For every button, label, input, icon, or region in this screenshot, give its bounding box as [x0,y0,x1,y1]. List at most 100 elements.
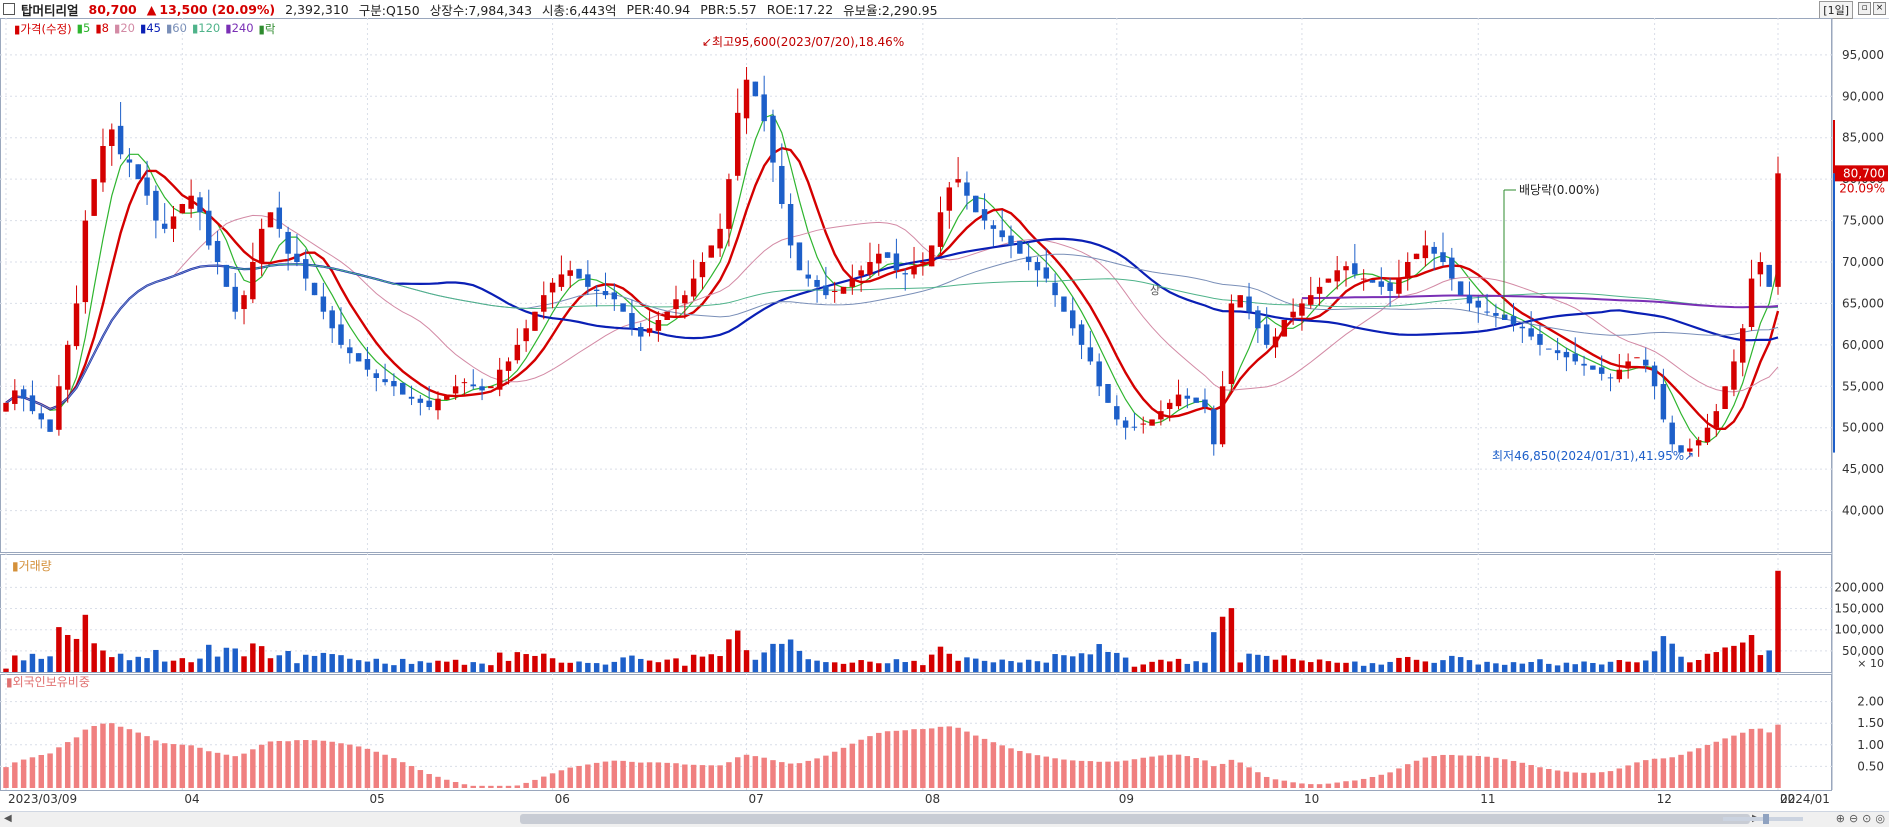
volume-bar[interactable] [770,643,776,672]
volume-bar[interactable] [1519,663,1526,672]
foreign-ratio-bar[interactable] [320,740,327,788]
candle-body[interactable] [417,398,424,403]
foreign-ratio-bar[interactable] [708,765,715,788]
foreign-ratio-bar[interactable] [1766,732,1772,788]
legend-ma-120[interactable]: ▮120 [191,21,221,35]
foreign-ratio-bar[interactable] [1175,754,1182,788]
foreign-ratio-bar[interactable] [743,754,750,788]
select-checkbox[interactable] [3,3,15,15]
foreign-ratio-bar[interactable] [267,741,274,788]
candle-body[interactable] [126,159,133,163]
foreign-ratio-bar[interactable] [1105,761,1111,788]
foreign-ratio-bar[interactable] [82,729,89,788]
candle-body[interactable] [1501,314,1508,320]
foreign-ratio-bar[interactable] [664,762,670,788]
volume-bar[interactable] [708,654,715,672]
volume-bar[interactable] [267,658,274,672]
foreign-ratio-bar[interactable] [1246,767,1252,788]
foreign-ratio-bar[interactable] [876,732,882,788]
foreign-ratio-bar[interactable] [805,760,811,788]
volume-bar[interactable] [1554,665,1561,672]
volume-bar[interactable] [1695,660,1702,672]
candle-body[interactable] [1149,419,1155,426]
candle-body[interactable] [303,259,309,279]
foreign-ratio-bar[interactable] [1343,781,1349,788]
zoom-slider-handle[interactable] [1763,814,1769,824]
volume-bar[interactable] [532,655,538,672]
volume-bar[interactable] [461,664,468,672]
candle-body[interactable] [1378,281,1385,287]
foreign-ratio-bar[interactable] [1422,757,1429,788]
volume-bar[interactable] [1704,653,1711,672]
candle-body[interactable] [928,245,935,267]
foreign-ratio-bar[interactable] [144,736,150,788]
candle-body[interactable] [1528,328,1534,337]
candle-body[interactable] [408,396,415,399]
volume-bar[interactable] [1281,655,1288,672]
foreign-ratio-bar[interactable] [1122,760,1129,788]
volume-bar[interactable] [981,660,988,672]
candle-body[interactable] [320,296,327,312]
candle-body[interactable] [294,253,300,262]
candle-body[interactable] [999,230,1005,238]
candle-body[interactable] [364,359,371,370]
foreign-ratio-bar[interactable] [752,756,759,788]
volume-bar[interactable] [1034,661,1041,672]
foreign-ratio-bar[interactable] [170,744,177,788]
foreign-ratio-bar[interactable] [338,743,344,788]
candle-body[interactable] [1008,235,1014,246]
volume-bar[interactable] [470,662,476,672]
candle-body[interactable] [1740,328,1746,363]
foreign-ratio-bar[interactable] [1228,759,1235,788]
foreign-ratio-bar[interactable] [1634,762,1640,788]
candle-body[interactable] [664,311,670,320]
volume-bar[interactable] [320,652,327,672]
volume-bar[interactable] [646,660,653,672]
candle-body[interactable] [20,389,27,399]
volume-bar[interactable] [329,654,335,672]
candle-body[interactable] [955,179,961,183]
foreign-ratio-bar[interactable] [902,730,908,788]
candle-body[interactable] [197,197,203,213]
volume-bar[interactable] [1078,653,1085,672]
foreign-ratio-bar[interactable] [1519,762,1526,788]
volume-bar[interactable] [417,661,424,672]
foreign-ratio-bar[interactable] [1043,756,1050,788]
candle-body[interactable] [444,394,450,400]
foreign-ratio-bar[interactable] [893,730,900,788]
foreign-ratio-bar[interactable] [1166,754,1173,788]
candle-body[interactable] [1704,427,1711,443]
foreign-ratio-bar[interactable] [1695,748,1702,788]
candle-body[interactable] [1484,311,1490,313]
volume-bar[interactable] [1140,664,1146,672]
volume-bar[interactable] [655,662,662,672]
foreign-ratio-bar[interactable] [1087,761,1094,788]
volume-bar[interactable] [523,654,529,672]
volume-bar[interactable] [64,634,71,672]
foreign-ratio-bar[interactable] [673,763,679,788]
volume-bar[interactable] [629,655,635,672]
candle-body[interactable] [1158,411,1164,420]
volume-bar[interactable] [1413,659,1420,672]
candle-body[interactable] [981,209,988,221]
candle-body[interactable] [884,252,891,258]
foreign-ratio-bar[interactable] [1211,766,1217,788]
volume-bar[interactable] [1096,644,1102,672]
volume-bar[interactable] [1616,660,1623,672]
foreign-ratio-bar[interactable] [126,729,133,788]
zoom-fit-icon[interactable]: ◎ [1875,812,1885,825]
candle-body[interactable] [373,373,380,378]
foreign-ratio-bar[interactable] [549,773,556,788]
volume-bar[interactable] [541,653,547,672]
foreign-ratio-bar[interactable] [1352,780,1358,788]
foreign-ratio-bar[interactable] [593,762,600,788]
foreign-ratio-bar[interactable] [655,762,662,788]
candle-body[interactable] [435,398,441,411]
volume-bar[interactable] [1105,651,1111,672]
foreign-ratio-bar[interactable] [1149,756,1155,788]
candle-body[interactable] [12,390,18,404]
candle-body[interactable] [1572,353,1578,362]
foreign-ratio-bar[interactable] [1563,771,1570,788]
foreign-ratio-bar[interactable] [56,747,62,788]
foreign-ratio-bar[interactable] [1722,738,1728,788]
